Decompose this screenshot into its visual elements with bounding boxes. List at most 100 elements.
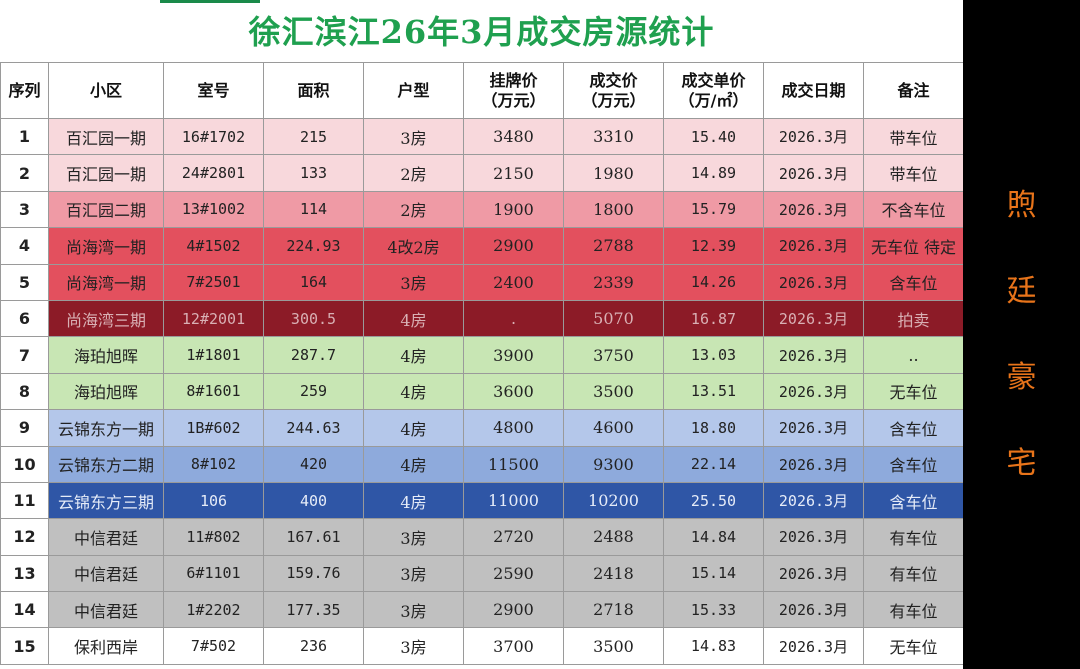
header-label: 挂牌价: [489, 70, 538, 90]
cell-date: 2026.3月: [763, 154, 864, 192]
cell-note: 无车位: [863, 372, 964, 411]
cell-note: 含车位: [863, 445, 964, 483]
cell-note: 不含车位: [863, 190, 964, 229]
cell-list-price: 2590: [463, 554, 564, 593]
cell-community: 百汇园一期: [48, 154, 164, 192]
cell-area: 164: [263, 263, 364, 301]
cell-list-price: 2400: [463, 263, 564, 301]
cell-deal-price: 2718: [563, 591, 664, 629]
cell-community: 尚海湾一期: [48, 227, 164, 265]
cell-date: 2026.3月: [763, 372, 864, 411]
cell-area: 244.63: [263, 409, 364, 447]
cell-seq: 4: [0, 227, 49, 265]
header-area: 面积: [263, 62, 364, 119]
cell-community: 保利西岸: [48, 627, 164, 665]
header-label: 备注: [897, 80, 930, 100]
table-row: 14 中信君廷 1#2202 177.35 3房 2900 2718 15.33 2026.3月…: [0, 591, 964, 629]
table-row: 10 云锦东方二期 8#102 420 4房 11500 9300 22.14 2026.3月含…: [0, 445, 964, 483]
cell-list-price: 3600: [463, 372, 564, 411]
cell-note: 有车位: [863, 554, 964, 593]
cell-list-price: 11500: [463, 445, 564, 483]
cell-note: 含车位: [863, 409, 964, 447]
cell-area: 159.76: [263, 554, 364, 593]
cell-unit-price: 16.87: [663, 299, 764, 338]
cell-list-price: 11000: [463, 481, 564, 520]
table-body: 1 百汇园一期 16#1702 215 3房 3480 3310 15.40 2026.3月 带车…: [0, 117, 964, 665]
header-unit-price: 成交单价 （万/㎡）: [663, 62, 764, 119]
cell-deal-price: 10200: [563, 481, 664, 520]
cell-area: 215: [263, 117, 364, 156]
brand-char: 宅: [1006, 446, 1037, 481]
cell-seq: 15: [0, 627, 49, 665]
table-row: 15 保利西岸 7#502 236 3房 3700 3500 14.83 2026.3月 无车位: [0, 627, 964, 665]
cell-unit-price: 18.80: [663, 409, 764, 447]
cell-note: 无车位: [863, 627, 964, 665]
header-sublabel: （万元）: [581, 90, 646, 110]
table-row: 5 尚海湾一期 7#2501 164 3房 2400 2339 14.26 2026.3月 含车位: [0, 263, 964, 301]
cell-date: 2026.3月: [763, 263, 864, 301]
cell-unit: 11#802: [163, 518, 264, 556]
cell-note: 拍卖: [863, 299, 964, 338]
cell-seq: 6: [0, 299, 49, 338]
cell-unit: 24#2801: [163, 154, 264, 192]
cell-community: 尚海湾一期: [48, 263, 164, 301]
table-row: 9 云锦东方一期 1B#602 244.63 4房 4800 4600 18.80 2026.3…: [0, 409, 964, 447]
header-seq: 序列: [0, 62, 49, 119]
cell-date: 2026.3月: [763, 481, 864, 520]
cell-area: 133: [263, 154, 364, 192]
brand-char: 廷: [1006, 274, 1037, 309]
cell-area: 300.5: [263, 299, 364, 338]
cell-note: 有车位: [863, 518, 964, 556]
cell-layout: 3房: [363, 518, 464, 556]
transactions-table: 序列 小区 室号 面积 户型 挂牌价 （万元） 成交价 （万元） 成交单价 （万/㎡） 成交日期 备注 …: [0, 62, 964, 665]
table-row: 13 中信君廷 6#1101 159.76 3房 2590 2418 15.14 2026.3月…: [0, 554, 964, 593]
cell-layout: 2房: [363, 154, 464, 192]
cell-unit: 16#1702: [163, 117, 264, 156]
table-row: 12 中信君廷 11#802 167.61 3房 2720 2488 14.84 2026.3月…: [0, 518, 964, 556]
header-label: 成交单价: [681, 70, 746, 90]
brand-char: 煦: [1006, 188, 1037, 223]
cell-date: 2026.3月: [763, 409, 864, 447]
header-community: 小区: [48, 62, 164, 119]
cell-seq: 9: [0, 409, 49, 447]
cell-date: 2026.3月: [763, 190, 864, 229]
header-label: 室号: [197, 80, 230, 100]
cell-layout: 3房: [363, 117, 464, 156]
cell-seq: 13: [0, 554, 49, 593]
cell-date: 2026.3月: [763, 117, 864, 156]
cell-unit-price: 15.33: [663, 591, 764, 629]
header-list-price: 挂牌价 （万元）: [463, 62, 564, 119]
cell-area: 167.61: [263, 518, 364, 556]
table-header-row: 序列 小区 室号 面积 户型 挂牌价 （万元） 成交价 （万元） 成交单价 （万/㎡） 成交日期 备注: [0, 62, 964, 119]
cell-community: 中信君廷: [48, 518, 164, 556]
cell-deal-price: 4600: [563, 409, 664, 447]
cell-unit-price: 15.14: [663, 554, 764, 593]
cell-note: 含车位: [863, 263, 964, 301]
cell-community: 海珀旭晖: [48, 336, 164, 374]
cell-list-price: 3900: [463, 336, 564, 374]
cell-layout: 4改2房: [363, 227, 464, 265]
header-deal-price: 成交价 （万元）: [563, 62, 664, 119]
cell-area: 287.7: [263, 336, 364, 374]
cell-layout: 2房: [363, 190, 464, 229]
cell-unit-price: 13.51: [663, 372, 764, 411]
cell-unit: 6#1101: [163, 554, 264, 593]
cell-date: 2026.3月: [763, 554, 864, 593]
cell-layout: 4房: [363, 372, 464, 411]
cell-area: 420: [263, 445, 364, 483]
cell-seq: 2: [0, 154, 49, 192]
cell-community: 中信君廷: [48, 591, 164, 629]
cell-area: 400: [263, 481, 364, 520]
cell-layout: 4房: [363, 336, 464, 374]
cell-deal-price: 3500: [563, 372, 664, 411]
brand-char: 豪: [1006, 360, 1037, 395]
header-label: 序列: [8, 80, 41, 100]
header-date: 成交日期: [763, 62, 864, 119]
cell-area: 259: [263, 372, 364, 411]
cell-area: 177.35: [263, 591, 364, 629]
cell-layout: 3房: [363, 591, 464, 629]
cell-area: 224.93: [263, 227, 364, 265]
cell-layout: 4房: [363, 409, 464, 447]
cell-deal-price: 2339: [563, 263, 664, 301]
header-sublabel: （万元）: [481, 90, 546, 110]
